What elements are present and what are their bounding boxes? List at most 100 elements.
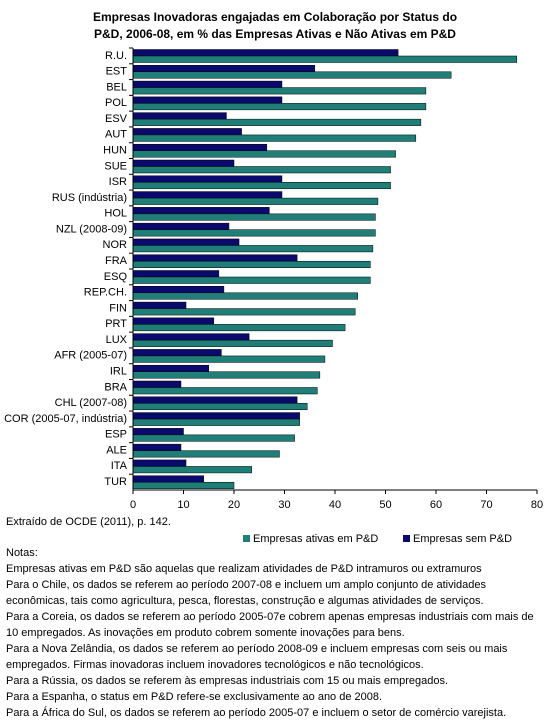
bar: [132, 159, 235, 167]
y-tick-label: TUR: [104, 476, 127, 488]
bar: [132, 207, 270, 215]
bar: [132, 475, 204, 483]
bar: [132, 71, 452, 79]
bar: [132, 403, 308, 411]
y-tick-label: ITA: [111, 460, 128, 472]
y-tick-label: ESV: [105, 113, 128, 125]
note: Para a Coreia, os dados se referem ao pe…: [6, 611, 534, 639]
bar: [132, 308, 356, 316]
y-tick-label: PRT: [105, 318, 127, 330]
y-tick-label: EST: [106, 66, 128, 78]
y-tick-label: ESQ: [104, 271, 128, 283]
y-tick-label: BRA: [104, 381, 127, 393]
bar: [132, 276, 371, 284]
bar: [132, 254, 298, 262]
bar: [132, 434, 295, 442]
bar: [132, 238, 240, 246]
x-tick-label: 20: [228, 499, 240, 511]
y-tick-label: NZL (2008-09): [56, 223, 127, 235]
y-tick-label: SUE: [104, 160, 127, 172]
note: Para a África do Sul, os dados se refere…: [6, 707, 507, 719]
legend-swatch: [403, 535, 410, 542]
y-tick-label: ISR: [109, 176, 127, 188]
x-tick-label: 10: [177, 499, 189, 511]
bar: [132, 339, 333, 347]
bar: [132, 286, 225, 294]
bar: [132, 112, 227, 120]
notes: Notas: Empresas ativas em P&D são aquela…: [6, 545, 546, 721]
chart-title: P&D, 2006-08, em % das Empresas Ativas e…: [94, 27, 456, 41]
y-tick-label: COR (2005-07, indústria): [4, 413, 127, 425]
legend-label: Empresas ativas em P&D: [253, 533, 378, 545]
bar: [132, 49, 399, 57]
bar: [132, 333, 250, 341]
bar: [132, 380, 182, 388]
y-tick-label: FRA: [105, 255, 128, 267]
bar: [132, 387, 318, 395]
bar: [132, 103, 427, 111]
x-tick-label: 30: [278, 499, 290, 511]
x-tick-label: 70: [480, 499, 492, 511]
note: Para a Rússia, os dados se referem às em…: [6, 675, 449, 687]
bar: [132, 245, 374, 253]
bar: [132, 317, 215, 325]
bar: [132, 55, 518, 63]
source: Extraído de OCDE (2011), p. 142.: [6, 516, 171, 528]
bar: [132, 166, 391, 174]
x-tick-label: 60: [430, 499, 442, 511]
bar: [132, 143, 268, 151]
bar: [132, 96, 283, 104]
bar: [132, 418, 300, 426]
chart: Empresas Inovadoras engajadas em Colabor…: [4, 10, 543, 545]
bar: [132, 292, 358, 300]
x-tick-label: 40: [329, 499, 341, 511]
bar: [132, 197, 379, 205]
y-tick-label: CHL (2007-08): [55, 397, 127, 409]
bar: [132, 412, 300, 420]
y-tick-label: NOR: [103, 239, 128, 251]
y-tick-label: AUT: [105, 129, 127, 141]
bar: [132, 459, 187, 467]
bar: [132, 150, 396, 158]
y-tick-label: REP.CH.: [84, 287, 127, 299]
bar: [132, 182, 391, 190]
bar: [132, 443, 182, 451]
bar: [132, 65, 316, 73]
y-tick-label: LUX: [106, 334, 128, 346]
bar: [132, 396, 298, 404]
y-tick-label: RUS (indústria): [52, 192, 127, 204]
bar: [132, 118, 422, 126]
y-tick-label: FIN: [109, 302, 127, 314]
bar: [132, 450, 280, 458]
legend-swatch: [243, 535, 250, 542]
bar: [132, 481, 235, 489]
y-tick-label: HOL: [104, 208, 127, 220]
y-tick-label: HUN: [103, 145, 127, 157]
bar: [132, 229, 376, 237]
y-tick-label: ALE: [106, 444, 127, 456]
y-tick-label: R.U.: [105, 50, 127, 62]
bar: [132, 371, 321, 379]
y-tick-label: POL: [105, 97, 127, 109]
y-tick-label: AFR (2005-07): [54, 350, 127, 362]
bar: [132, 428, 184, 436]
y-tick-label: IRL: [110, 366, 127, 378]
bar: [132, 349, 222, 357]
bar: [132, 213, 376, 221]
bar: [132, 128, 242, 136]
note: Empresas ativas em P&D são aquelas que r…: [6, 563, 482, 575]
bar: [132, 80, 283, 88]
bar: [132, 270, 220, 278]
x-tick-label: 50: [379, 499, 391, 511]
bar: [132, 175, 283, 183]
y-tick-label: ESP: [105, 429, 127, 441]
chart-title: Empresas Inovadoras engajadas em Colabor…: [93, 10, 457, 24]
y-tick-label: BEL: [106, 81, 127, 93]
x-tick-label: 0: [130, 499, 136, 511]
bar: [132, 466, 252, 474]
bar: [132, 260, 371, 268]
note: Para o Chile, os dados se referem ao per…: [6, 579, 487, 607]
notes-title: Notas:: [6, 547, 38, 559]
bar: [132, 222, 230, 230]
